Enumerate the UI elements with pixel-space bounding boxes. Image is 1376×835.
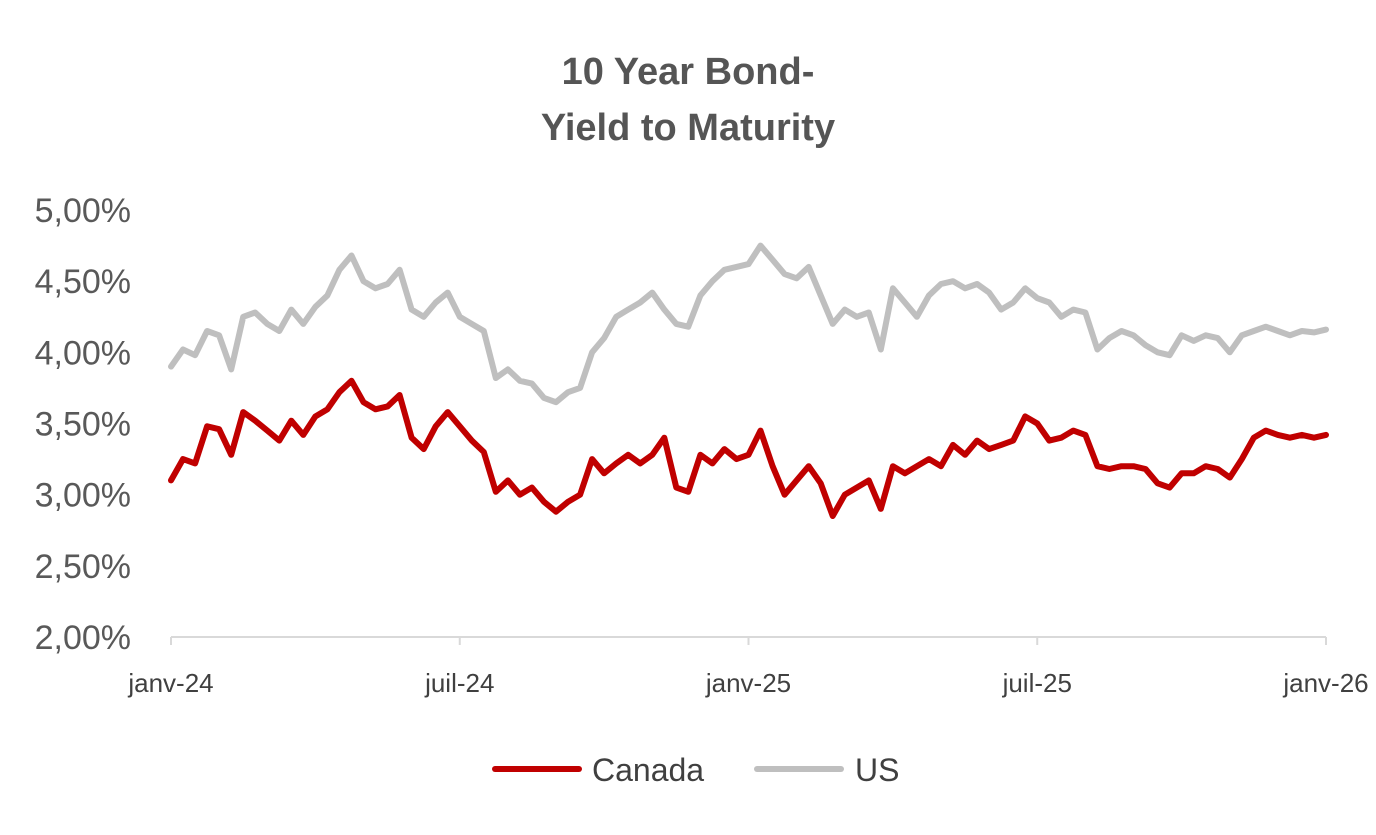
- series-line-canada: [168, 377, 1329, 519]
- x-axis-ticks: janv-24 juil-24 janv-25 juil-25 janv-26: [127, 637, 1369, 698]
- chart-title-line-2: Yield to Maturity: [541, 107, 835, 149]
- y-tick-label: 4,00%: [35, 334, 131, 372]
- x-tick-label: juil-24: [424, 668, 494, 698]
- y-tick-label: 5,00%: [35, 192, 131, 230]
- y-tick-label: 2,00%: [35, 619, 131, 657]
- y-tick-label: 4,50%: [35, 263, 131, 301]
- x-tick-label: janv-26: [1282, 668, 1368, 698]
- legend-label-canada: Canada: [592, 752, 704, 788]
- legend-label-us: US: [855, 752, 899, 788]
- y-axis-tick-labels: 2,00% 2,50% 3,00% 3,50% 4,00% 4,50% 5,00%: [35, 192, 131, 657]
- legend: Canada US: [492, 752, 899, 788]
- x-tick-label: janv-25: [705, 668, 791, 698]
- x-tick-label: janv-24: [127, 668, 213, 698]
- series-line-us: [168, 242, 1329, 406]
- y-tick-label: 2,50%: [35, 548, 131, 586]
- chart-title-line-1: 10 Year Bond-: [562, 51, 815, 93]
- x-tick-label: juil-25: [1002, 668, 1072, 698]
- series-lines: [168, 242, 1329, 519]
- y-tick-label: 3,50%: [35, 406, 131, 444]
- y-tick-label: 3,00%: [35, 477, 131, 515]
